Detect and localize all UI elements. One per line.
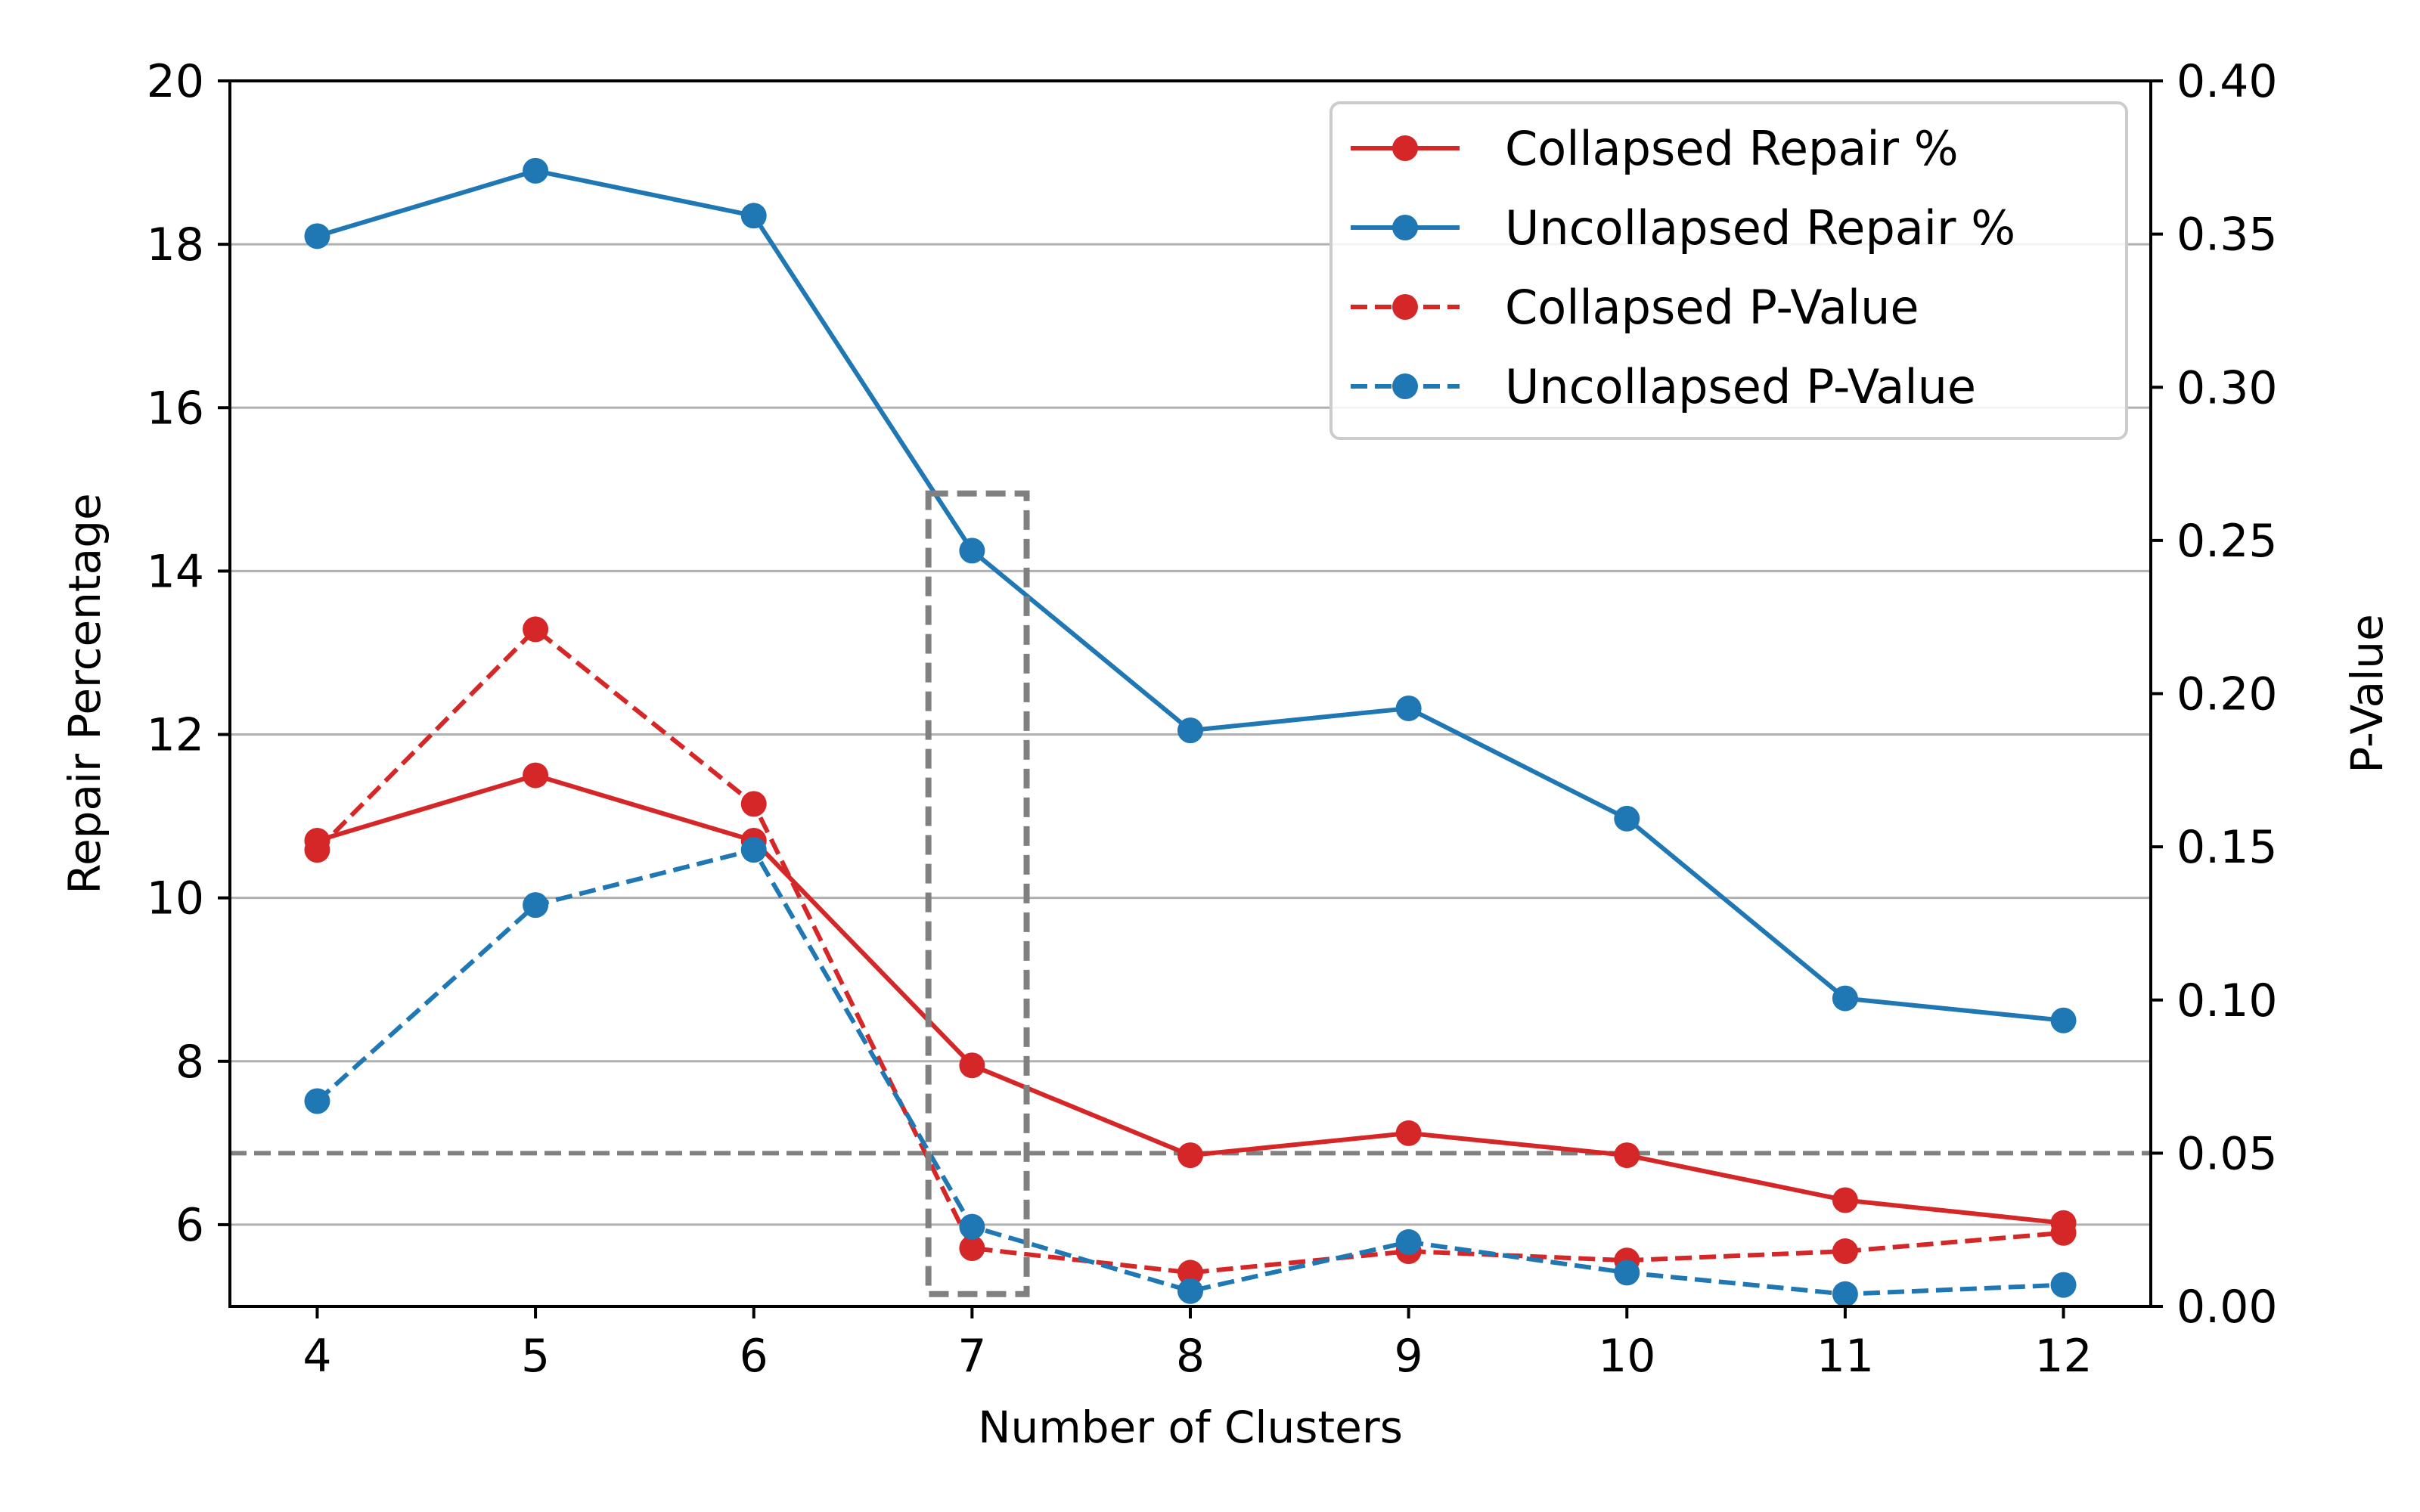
x-tick-label-5: 5 [521, 1330, 550, 1383]
series-0-point-7 [959, 1052, 985, 1079]
ticks-group: 4 5 6 7 8 9 10 11 12 6 8 10 12 14 16 18 20 0.00 0.05 0.10 0.… [147, 55, 2278, 1383]
series-2-point-11 [1832, 1238, 1858, 1265]
series-3-point-6 [740, 837, 767, 863]
y-tick-label-14: 14 [147, 545, 204, 598]
series-3-point-4 [304, 1088, 330, 1114]
series-3-point-9 [1395, 1228, 1422, 1255]
series-line-2 [315, 627, 2064, 1275]
legend-label-0: Collapsed Repair % [1505, 121, 1959, 176]
series-3-point-10 [1614, 1259, 1640, 1286]
x-tick-label-12: 12 [2034, 1330, 2092, 1383]
y-right-tick-label-0.25: 0.25 [2176, 515, 2278, 568]
y-axis-label: Repair Percentage [59, 493, 110, 894]
series-3-point-5 [523, 892, 549, 919]
series-3-point-11 [1832, 1281, 1858, 1307]
legend-marker-0 [1392, 135, 1418, 161]
series-2-point-7 [959, 1235, 985, 1262]
legend-marker-2 [1392, 294, 1418, 320]
legend-box [1329, 101, 2128, 440]
y-tick-label-18: 18 [147, 218, 204, 271]
x-tick-label-11: 11 [1817, 1330, 1874, 1383]
series-1-point-4 [304, 223, 330, 249]
series-2-point-6 [740, 791, 767, 817]
series-1-point-5 [523, 157, 549, 184]
x-tick-label-4: 4 [302, 1330, 331, 1383]
y-tick-label-10: 10 [147, 872, 204, 925]
series-0-point-9 [1395, 1120, 1422, 1146]
series-1-point-8 [1177, 717, 1203, 744]
legend: Collapsed Repair % Uncollapsed Repair % Co… [1329, 101, 2128, 440]
series-1-point-10 [1614, 805, 1640, 832]
series-1-point-7 [959, 538, 985, 564]
series-0-point-11 [1832, 1187, 1858, 1213]
series-0-point-5 [523, 762, 549, 789]
y-right-tick-label-0.35: 0.35 [2176, 209, 2278, 262]
legend-label-3: Uncollapsed P-Value [1505, 359, 1976, 414]
series-2-point-8 [1177, 1259, 1203, 1286]
series-0-point-8 [1177, 1142, 1203, 1169]
y-axis-right-label: P-Value [2341, 614, 2393, 773]
y-right-tick-label-0.15: 0.15 [2176, 821, 2278, 874]
legend-marker-1 [1392, 215, 1418, 240]
legend-label-1: Uncollapsed Repair % [1505, 200, 2015, 256]
y-right-tick-label-0.40: 0.40 [2176, 55, 2278, 108]
series-group [304, 157, 2077, 1307]
series-3-point-12 [2050, 1272, 2077, 1298]
x-tick-label-8: 8 [1176, 1330, 1205, 1383]
series-3-point-7 [959, 1213, 985, 1240]
series-2-point-4 [304, 837, 330, 863]
series-1-point-11 [1832, 985, 1858, 1012]
series-1-point-12 [2050, 1007, 2077, 1033]
y-right-tick-label-0.10: 0.10 [2176, 974, 2278, 1027]
highlight-box [925, 490, 1030, 1297]
x-tick-label-6: 6 [740, 1330, 768, 1383]
y-tick-label-20: 20 [147, 55, 204, 108]
legend-marker-3 [1392, 373, 1418, 399]
y-right-tick-label-0.30: 0.30 [2176, 361, 2278, 414]
y-tick-label-12: 12 [147, 709, 204, 762]
x-tick-label-7: 7 [957, 1330, 986, 1383]
series-0-point-10 [1614, 1142, 1640, 1169]
series-2-point-5 [523, 616, 549, 643]
y-tick-label-8: 8 [175, 1036, 204, 1089]
x-tick-label-9: 9 [1395, 1330, 1423, 1383]
series-line-3 [315, 847, 2064, 1297]
y-right-tick-label-0.20: 0.20 [2176, 668, 2278, 721]
series-1-point-9 [1395, 695, 1422, 721]
x-axis-label: Number of Clusters [978, 1402, 1403, 1453]
series-3-point-8 [1177, 1278, 1203, 1304]
y-right-tick-label-0.05: 0.05 [2176, 1127, 2278, 1180]
y-tick-label-16: 16 [147, 382, 204, 435]
series-1-point-6 [740, 203, 767, 229]
series-2-point-12 [2050, 1219, 2077, 1246]
y-right-tick-label-0.00: 0.00 [2176, 1281, 2278, 1334]
y-tick-label-6: 6 [175, 1199, 204, 1252]
highlight-box-group [925, 490, 1030, 1297]
x-tick-label-10: 10 [1598, 1330, 1655, 1383]
legend-label-2: Collapsed P-Value [1505, 280, 1919, 335]
